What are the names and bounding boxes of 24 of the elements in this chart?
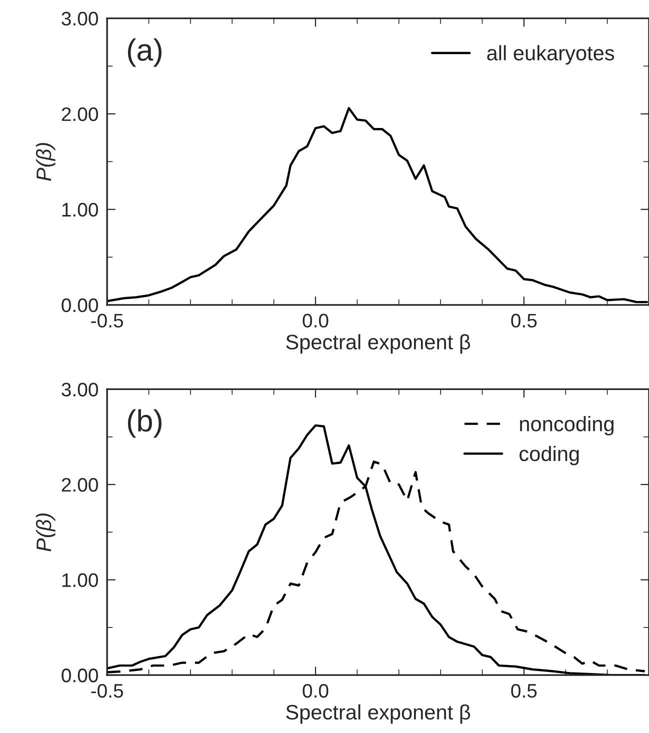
y-tick-label: 1.00	[62, 202, 98, 217]
annotation: (b)	[128, 409, 162, 438]
x-tick-label: 0.0	[302, 684, 328, 698]
y-tick-label: 3.00	[62, 382, 98, 396]
y-tick-label: 0.00	[62, 668, 98, 682]
y-tick-label: 2.00	[62, 478, 98, 492]
y-axis-title: P(β)	[36, 143, 56, 181]
x-tick-label: 0.5	[511, 684, 537, 698]
x-axis-title: Spectral exponent β	[286, 334, 470, 354]
y-tick-label: 3.00	[62, 12, 98, 26]
x-axis-title: Spectral exponent β	[286, 704, 470, 724]
legend-label: coding	[520, 446, 579, 466]
line-series	[107, 107, 648, 304]
x-tick-label: 0.5	[511, 314, 537, 328]
y-tick-label: 1.00	[62, 573, 98, 588]
x-tick-label: 0.0	[302, 314, 328, 328]
legend-label: all eukaryotes	[487, 45, 614, 65]
legend-label: noncoding	[520, 416, 614, 436]
x-tick-label: -0.5	[91, 684, 124, 698]
y-tick-label: 0.00	[62, 298, 98, 312]
x-tick-label: -0.5	[91, 314, 124, 328]
annotation: (a)	[128, 38, 162, 67]
y-axis-title: P(β)	[36, 514, 56, 552]
y-tick-label: 2.00	[62, 107, 98, 122]
